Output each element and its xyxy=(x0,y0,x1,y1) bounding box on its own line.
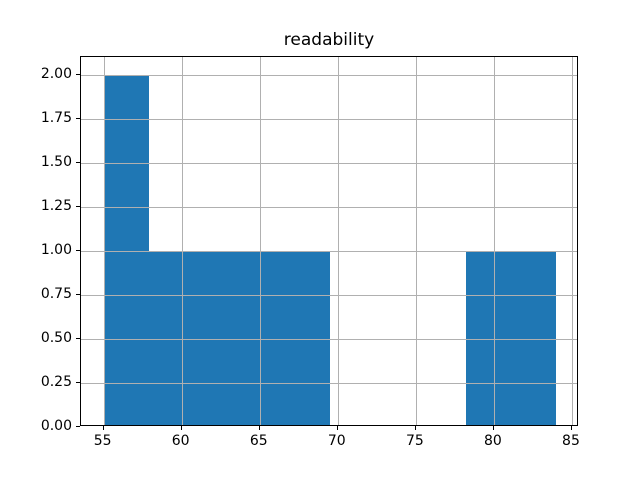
gridline-horizontal xyxy=(81,294,577,296)
histogram-bar xyxy=(103,74,149,425)
histogram-bar xyxy=(465,250,512,425)
gridline-horizontal xyxy=(81,382,577,384)
x-tick-label: 75 xyxy=(405,433,424,449)
gridline-horizontal xyxy=(81,250,577,252)
gridline-horizontal xyxy=(81,74,577,76)
histogram-bar xyxy=(148,250,195,425)
y-tick-label: 1.75 xyxy=(40,109,72,126)
gridline-vertical xyxy=(337,57,339,425)
y-tick-mark xyxy=(76,161,80,163)
y-tick-label: 2.00 xyxy=(40,65,72,82)
x-tick-label: 80 xyxy=(483,433,502,449)
gridline-horizontal xyxy=(81,162,577,164)
gridline-horizontal xyxy=(81,118,577,120)
x-tick-mark xyxy=(258,426,260,430)
gridline-horizontal xyxy=(81,338,577,340)
x-tick-mark xyxy=(570,426,572,430)
y-tick-mark xyxy=(76,73,80,75)
gridline-vertical xyxy=(181,57,183,425)
gridline-vertical xyxy=(493,57,495,425)
y-tick-mark xyxy=(76,293,80,295)
x-tick-label: 65 xyxy=(249,433,268,449)
gridline-vertical xyxy=(571,57,573,425)
x-tick-mark xyxy=(102,426,104,430)
y-tick-mark xyxy=(76,205,80,207)
y-tick-label: 1.00 xyxy=(40,241,72,258)
gridline-horizontal xyxy=(81,206,577,208)
y-tick-label: 1.25 xyxy=(40,197,72,214)
y-tick-mark xyxy=(76,381,80,383)
y-tick-label: 1.50 xyxy=(40,153,72,170)
histogram-bar xyxy=(511,250,557,425)
y-tick-mark xyxy=(76,426,80,427)
x-tick-label: 55 xyxy=(93,433,112,449)
y-tick-mark xyxy=(76,117,80,119)
gridline-vertical xyxy=(415,57,417,425)
x-tick-label: 70 xyxy=(327,433,346,449)
y-tick-label: 0.25 xyxy=(40,373,72,390)
histogram-bar xyxy=(284,250,330,425)
histogram-bar xyxy=(239,250,285,425)
y-tick-mark xyxy=(76,249,80,251)
y-tick-label: 0.50 xyxy=(40,329,72,346)
x-tick-mark xyxy=(492,426,494,430)
y-tick-label: 0.00 xyxy=(40,418,72,434)
x-tick-mark xyxy=(180,426,182,430)
histogram-bar xyxy=(194,250,240,425)
gridline-vertical xyxy=(103,57,105,425)
x-tick-label: 60 xyxy=(171,433,190,449)
x-tick-mark xyxy=(414,426,416,430)
y-tick-label: 0.75 xyxy=(40,285,72,302)
chart-title: readability xyxy=(283,30,375,50)
x-tick-label: 85 xyxy=(562,433,580,449)
x-tick-mark xyxy=(336,426,338,430)
y-tick-mark xyxy=(76,337,80,339)
gridline-vertical xyxy=(259,57,261,425)
plot-area xyxy=(80,56,578,426)
